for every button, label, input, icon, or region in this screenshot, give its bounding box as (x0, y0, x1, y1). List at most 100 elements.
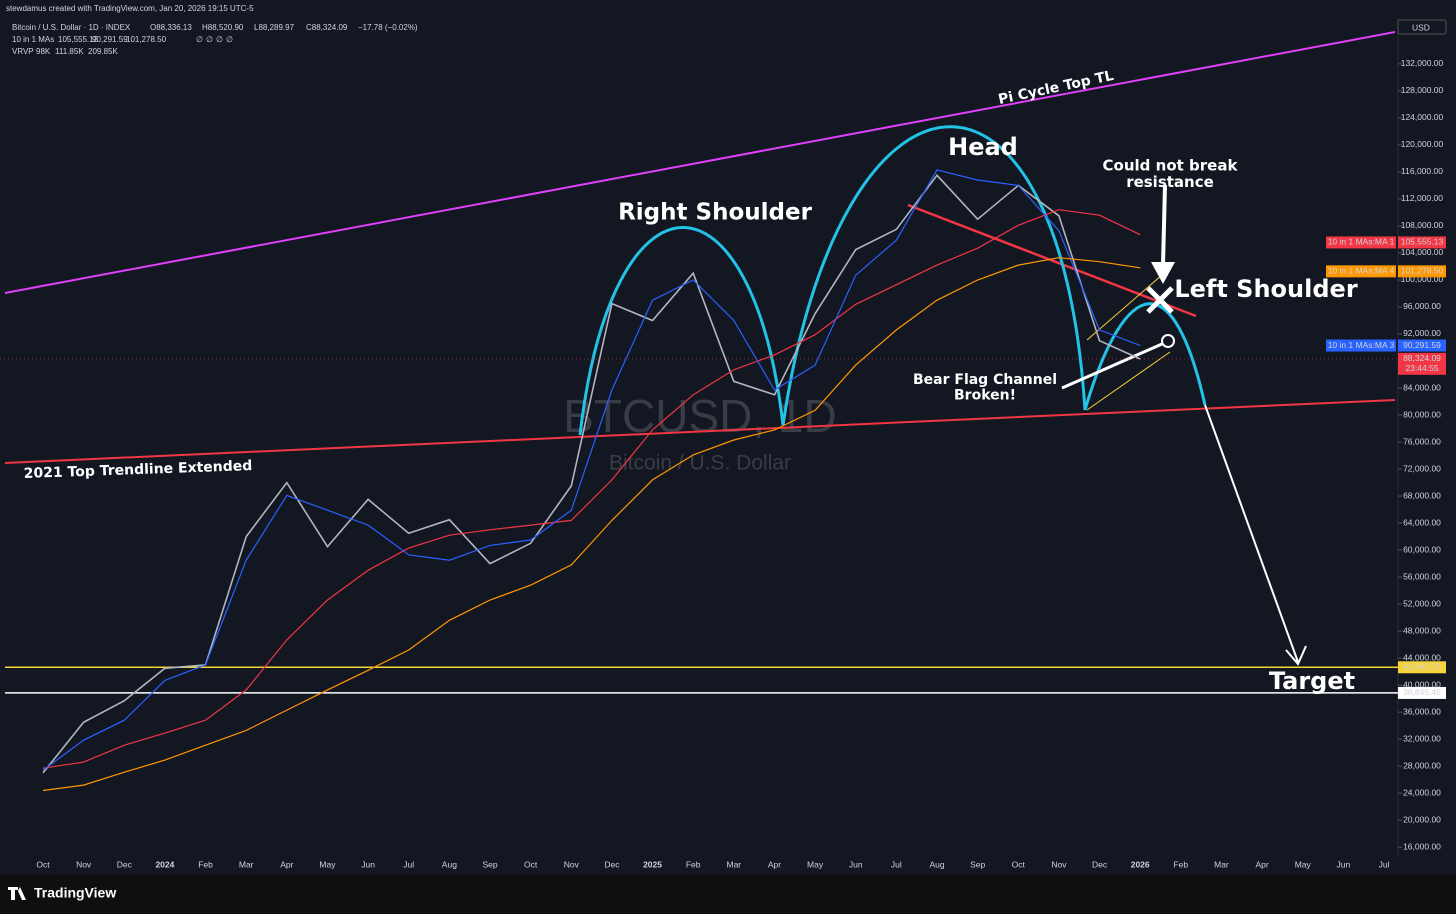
ma-name-tag (1326, 236, 1396, 249)
x-tick-label: Sep (482, 859, 497, 869)
y-tick-label: 68,000.00 (1403, 490, 1441, 500)
ma-tag (1398, 339, 1446, 352)
currency: USD (1412, 22, 1430, 32)
drawings (578, 125, 1307, 666)
ma-name-tag (1326, 265, 1396, 278)
y-tick-label: 40,000.00 (1403, 679, 1441, 689)
x-tick-label: Apr (1255, 859, 1268, 869)
watermark: BTCUSD, 1D (563, 390, 836, 442)
price-tag (1398, 352, 1446, 375)
ma-line (42, 169, 1141, 771)
footer-bar (0, 874, 1456, 914)
y-tick-label: 112,000.00 (1401, 193, 1443, 203)
y-tick-label: 56,000.00 (1403, 571, 1441, 581)
annotation: resistance (1126, 173, 1214, 191)
level-tag-label: 38,845.45 (1403, 687, 1441, 697)
credit: stewdamus created with TradingView.com, … (6, 4, 254, 13)
annotation: Broken! (954, 387, 1016, 403)
y-tick-label: 20,000.00 (1403, 814, 1441, 824)
indicator-value: 90,291.59 (92, 35, 128, 44)
annotation: Bear Flag Channel (913, 372, 1057, 388)
currency-box (1397, 19, 1447, 35)
price-line (42, 174, 1141, 774)
x-tick-label: Oct (36, 859, 50, 869)
vrvp-value: 111.85K (55, 47, 84, 56)
indicator-name: 10 in 1 MAs (12, 35, 54, 44)
y-tick-label: 64,000.00 (1403, 517, 1441, 527)
ma-name: 10 in 1 MAs:MA 1 (1328, 237, 1395, 247)
ma-tag-value: 90,291.59 (1403, 340, 1441, 350)
y-tick-label: 24,000.00 (1403, 787, 1441, 797)
annotation: Left Shoulder (1174, 275, 1357, 303)
ma-line (42, 209, 1141, 769)
trendline (4, 399, 1396, 464)
x-tick-label: Jun (849, 859, 863, 869)
arrow (1061, 342, 1163, 390)
annotation: Could not break (1103, 157, 1239, 175)
x-tick-label: Aug (442, 859, 457, 869)
x-tick-label: Apr (768, 859, 781, 869)
x-tick-label: Dec (1092, 859, 1108, 869)
y-tick-label: 92,000.00 (1403, 328, 1441, 338)
y-tick-label: 36,000.00 (1403, 706, 1441, 716)
indicator-empty: ∅ (226, 35, 233, 44)
x-tick-label: May (319, 859, 336, 869)
annotation: Head (948, 133, 1018, 161)
x-tick-label: Feb (1173, 859, 1188, 869)
arrowhead (1151, 262, 1175, 284)
y-tick-label: 28,000.00 (1403, 760, 1441, 770)
x-tick-label: 2026 (1131, 859, 1150, 869)
x-tick-label: Mar (1214, 859, 1229, 869)
y-tick-label: 120,000.00 (1401, 139, 1444, 149)
x-tick-label: Feb (198, 859, 213, 869)
indicator-empty: ∅ (206, 35, 213, 44)
y-tick-label: 128,000.00 (1401, 85, 1444, 95)
ma-tag (1398, 236, 1446, 249)
y-tick-label: 32,000.00 (1403, 733, 1441, 743)
y-tick-label: 52,000.00 (1403, 598, 1441, 608)
vrvp-value: 209.85K (88, 47, 118, 56)
annotation: Right Shoulder (618, 200, 812, 226)
arrow (1161, 184, 1167, 266)
y-tick-label: 108,000.00 (1401, 220, 1444, 230)
x-tick-label: Jun (361, 859, 375, 869)
x-tick-label: Apr (280, 859, 293, 869)
indicator-empty: ∅ (216, 35, 223, 44)
annotation: 2021 Top Trendline Extended (23, 458, 252, 482)
x-tick-label: Oct (1012, 859, 1026, 869)
y-tick-label: 16,000.00 (1403, 841, 1441, 851)
x-tick-label: Sep (970, 859, 985, 869)
pattern-arc (578, 125, 1207, 436)
x-tick-label: Oct (524, 859, 538, 869)
x-tick-label: Nov (76, 859, 92, 869)
indicator-empty: ∅ (196, 35, 203, 44)
level-tag (1398, 686, 1446, 699)
y-tick-label: 80,000.00 (1403, 409, 1441, 419)
x-mark (1146, 286, 1174, 314)
ma-tag-value: 105,555.13 (1401, 237, 1444, 247)
ohlc-value: C88,324.09 (306, 23, 348, 32)
x-tick-label: Jun (1337, 859, 1351, 869)
vrvp-value: VRVP (12, 47, 34, 56)
pi-cycle-line (4, 31, 1396, 294)
annotation: Target (1269, 667, 1355, 695)
y-tick-label: 96,000.00 (1403, 301, 1441, 311)
x-tick-label: Aug (929, 859, 944, 869)
vrvp-value: 98K (36, 47, 51, 56)
y-tick-label: 100,000.00 (1401, 274, 1444, 284)
ohlc-value: H88,520.90 (202, 23, 244, 32)
ma-name-tag (1326, 339, 1396, 352)
y-tick-label: 76,000.00 (1403, 436, 1441, 446)
neckline (907, 203, 1197, 318)
x-tick-label: Dec (117, 859, 133, 869)
x-tick-label: Jul (403, 859, 414, 869)
x-tick-label: Feb (686, 859, 701, 869)
x-tick-label: Nov (1051, 859, 1067, 869)
x-tick-label: May (807, 859, 824, 869)
ma-name: 10 in 1 MAs:MA 4 (1328, 266, 1395, 276)
x-tick-label: 2024 (155, 859, 174, 869)
footer-logo (8, 887, 26, 900)
x-tick-label: Jul (1379, 859, 1390, 869)
